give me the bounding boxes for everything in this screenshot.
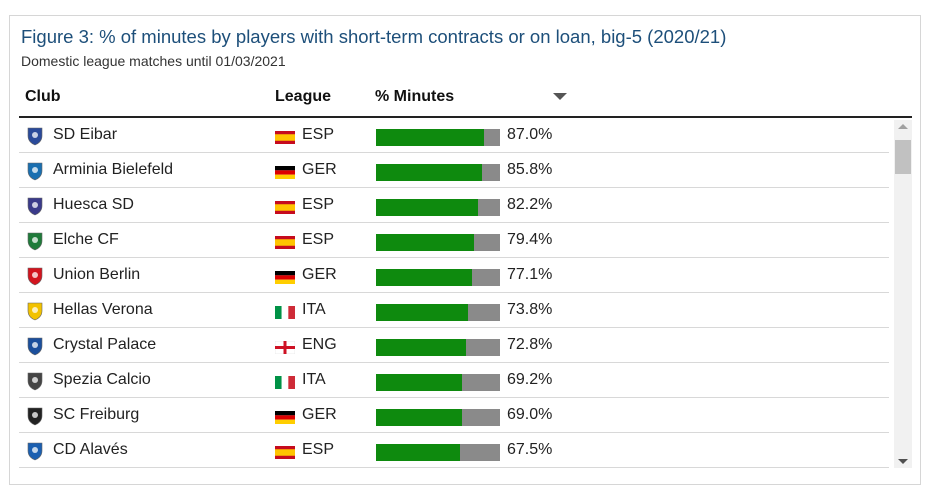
minutes-bar-track <box>376 234 500 251</box>
club-name: Elche CF <box>53 231 119 248</box>
huesca-crest-icon <box>25 196 45 216</box>
chart-frame: Figure 3: % of minutes by players with s… <box>9 15 921 485</box>
club-name: SC Freiburg <box>53 406 140 423</box>
scrollbar[interactable] <box>894 120 912 468</box>
minutes-bar <box>376 269 472 286</box>
minutes-bar <box>376 444 460 461</box>
flag-ita-icon <box>275 376 295 389</box>
table-row[interactable]: Huesca SD ESP 82.2% <box>19 188 889 223</box>
minutes-percent-label: 87.0% <box>507 126 553 143</box>
flag-ita-icon <box>275 306 295 319</box>
minutes-bar-track <box>376 164 500 181</box>
minutes-bar-track <box>376 269 500 286</box>
eibar-crest-icon <box>25 126 45 146</box>
table-header: Club League % Minutes <box>19 86 912 118</box>
minutes-bar <box>376 409 462 426</box>
minutes-bar-track <box>376 129 500 146</box>
flag-esp-icon <box>275 236 295 249</box>
column-header-minutes[interactable]: % Minutes <box>375 88 455 105</box>
union-berlin-crest-icon <box>25 266 45 286</box>
minutes-percent-label: 79.4% <box>507 231 553 248</box>
flag-ger-icon <box>275 166 295 179</box>
league-code: ESP <box>302 126 335 143</box>
flag-esp-icon <box>275 131 295 144</box>
minutes-percent-label: 69.2% <box>507 371 553 388</box>
table-row[interactable]: Arminia Bielefeld GER 85.8% <box>19 153 889 188</box>
spezia-crest-icon <box>25 371 45 391</box>
table-row[interactable]: Spezia Calcio ITA 69.2% <box>19 363 889 398</box>
minutes-bar-track <box>376 444 500 461</box>
club-name: Arminia Bielefeld <box>53 161 174 178</box>
flag-eng-icon <box>274 340 296 355</box>
league-code: ITA <box>302 371 326 388</box>
scroll-up-arrow-icon[interactable] <box>898 124 908 129</box>
minutes-bar-track <box>376 374 500 391</box>
league-code: GER <box>302 266 337 283</box>
minutes-bar <box>376 374 462 391</box>
league-code: ESP <box>302 441 335 458</box>
table-row[interactable]: Elche CF ESP 79.4% <box>19 223 889 258</box>
league-code: GER <box>302 161 337 178</box>
league-code: GER <box>302 406 337 423</box>
minutes-percent-label: 72.8% <box>507 336 553 353</box>
table-row[interactable]: Union Berlin GER 77.1% <box>19 258 889 293</box>
minutes-bar <box>376 234 474 251</box>
club-name: CD Alavés <box>53 441 128 458</box>
club-name: Huesca SD <box>53 196 134 213</box>
flag-ger-icon <box>275 271 295 284</box>
scroll-thumb[interactable] <box>895 140 911 174</box>
arminia-crest-icon <box>25 161 45 181</box>
minutes-percent-label: 85.8% <box>507 161 553 178</box>
flag-esp-icon <box>275 446 295 459</box>
minutes-percent-label: 77.1% <box>507 266 553 283</box>
table-row[interactable]: SC Freiburg GER 69.0% <box>19 398 889 433</box>
minutes-percent-label: 67.5% <box>507 441 553 458</box>
table-row[interactable]: Hellas Verona ITA 73.8% <box>19 293 889 328</box>
scroll-down-arrow-icon[interactable] <box>898 459 908 464</box>
club-name: Spezia Calcio <box>53 371 151 388</box>
minutes-bar-track <box>376 409 500 426</box>
minutes-percent-label: 82.2% <box>507 196 553 213</box>
minutes-bar <box>376 164 482 181</box>
crystal-palace-crest-icon <box>25 336 45 356</box>
league-code: ESP <box>302 196 335 213</box>
chart-subtitle: Domestic league matches until 01/03/2021 <box>21 53 286 69</box>
club-name: Union Berlin <box>53 266 141 283</box>
minutes-bar-track <box>376 199 500 216</box>
minutes-percent-label: 69.0% <box>507 406 553 423</box>
minutes-percent-label: 73.8% <box>507 301 553 318</box>
minutes-bar <box>376 129 484 146</box>
hellas-verona-crest-icon <box>25 301 45 321</box>
table-row[interactable]: CD Alavés ESP 67.5% <box>19 433 889 468</box>
flag-ger-icon <box>275 411 295 424</box>
league-code: ENG <box>302 336 337 353</box>
minutes-bar <box>376 304 468 321</box>
column-header-club[interactable]: Club <box>25 88 61 105</box>
column-header-league[interactable]: League <box>275 88 332 105</box>
table-body[interactable]: SD Eibar ESP 87.0% Arminia Bielefeld GER 85.8… <box>19 118 889 468</box>
sort-descending-icon[interactable] <box>553 93 567 100</box>
club-name: SD Eibar <box>53 126 118 143</box>
minutes-bar <box>376 339 466 356</box>
club-name: Hellas Verona <box>53 301 153 318</box>
flag-esp-icon <box>275 201 295 214</box>
freiburg-crest-icon <box>25 406 45 426</box>
league-code: ESP <box>302 231 335 248</box>
minutes-bar-track <box>376 339 500 356</box>
minutes-bar-track <box>376 304 500 321</box>
minutes-bar <box>376 199 478 216</box>
table-row[interactable]: SD Eibar ESP 87.0% <box>19 118 889 153</box>
table-row[interactable]: Crystal Palace ENG 72.8% <box>19 328 889 363</box>
alaves-crest-icon <box>25 441 45 461</box>
league-code: ITA <box>302 301 326 318</box>
elche-crest-icon <box>25 231 45 251</box>
club-name: Crystal Palace <box>53 336 157 353</box>
chart-title: Figure 3: % of minutes by players with s… <box>21 26 727 47</box>
